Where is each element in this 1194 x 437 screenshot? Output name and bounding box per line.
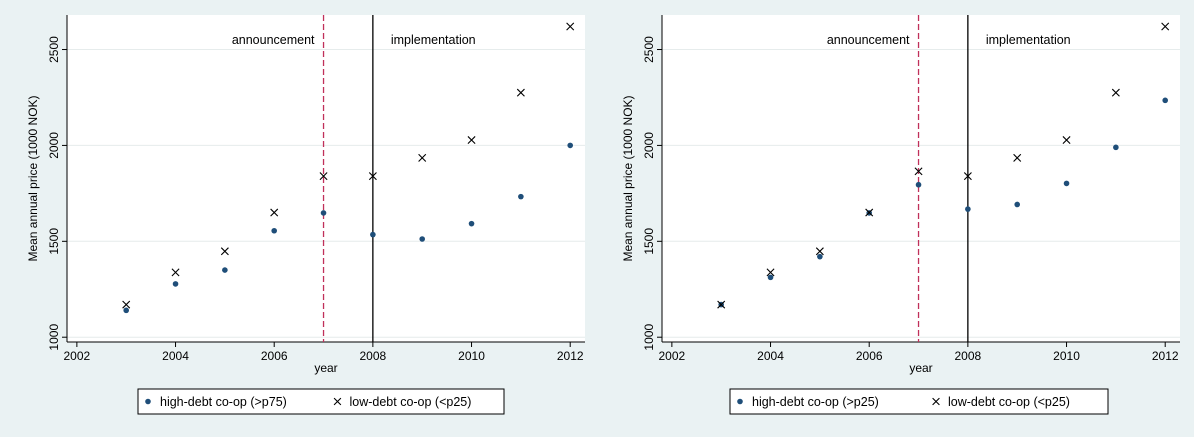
data-point-x — [865, 208, 874, 217]
x-tick-label: 2010 — [458, 349, 485, 363]
data-point-dot — [222, 267, 228, 273]
legend-x-marker — [932, 397, 940, 406]
legend-box — [729, 388, 1109, 415]
data-point-dot — [123, 307, 129, 314]
data-point-x — [815, 247, 824, 256]
data-point-x — [122, 300, 131, 309]
data-point-dot — [271, 227, 278, 234]
data-point-dot — [320, 210, 327, 216]
data-point-x — [270, 208, 279, 217]
data-point-dot — [767, 274, 774, 281]
data-point-dot — [1162, 97, 1168, 104]
data-point-x — [1013, 153, 1022, 162]
x-tick-label: 2010 — [1053, 349, 1080, 363]
data-point-dot — [1113, 144, 1119, 151]
data-point-x — [566, 22, 575, 31]
data-point-x — [467, 136, 476, 145]
y-tick-label: 1500 — [642, 228, 656, 255]
series-1 — [123, 142, 573, 314]
series-2 — [122, 22, 575, 309]
legend-label: low-debt co-op (<p25) — [349, 395, 471, 409]
y-tick-label: 1000 — [642, 324, 656, 351]
y-tick-label: 2000 — [47, 132, 61, 159]
data-point-dot — [965, 206, 971, 212]
legend: high-debt co-op (>p25) low-debt co-op (<p… — [729, 388, 1109, 415]
data-point-dot — [915, 181, 922, 188]
x-tick-label: 2006 — [856, 349, 883, 363]
x-tick-label: 2002 — [64, 349, 91, 363]
data-point-dot — [468, 220, 475, 227]
x-tick-label: 2006 — [261, 349, 288, 363]
x-tick-label: 2004 — [757, 349, 784, 363]
x-tick-label: 2008 — [955, 349, 982, 363]
announcement-label: announcement — [827, 33, 910, 47]
plot-area — [662, 15, 1180, 342]
y-tick-label: 1000 — [47, 324, 61, 351]
y-axis-title: Mean annual price (1000 NOK) — [621, 95, 635, 261]
data-point-dot — [518, 193, 524, 200]
announcement-label: announcement — [232, 33, 315, 47]
x-tick-label: 2002 — [659, 349, 686, 363]
data-point-x — [1161, 22, 1170, 31]
legend-dot-marker — [145, 398, 151, 405]
x-tick-label: 2008 — [360, 349, 387, 363]
data-point-x — [914, 167, 923, 176]
series-2 — [717, 22, 1170, 309]
data-point-dot — [1063, 180, 1070, 187]
legend-label: low-debt co-op (<p25) — [948, 395, 1070, 409]
chart-panel-1: 1000 1500 2000 2500 2002 2004 2006 2008 2010 2012… — [26, 15, 585, 415]
data-point-dot — [172, 281, 179, 287]
data-point-x — [1111, 88, 1120, 97]
data-point-x — [963, 172, 972, 181]
x-tick-label: 2004 — [162, 349, 189, 363]
data-point-x — [418, 153, 427, 162]
legend-x-marker — [333, 397, 342, 406]
implementation-label: implementation — [986, 33, 1071, 47]
y-tick-label: 2500 — [642, 36, 656, 63]
data-point-x — [1062, 136, 1071, 145]
implementation-label: implementation — [391, 33, 476, 47]
data-point-dot — [370, 231, 376, 238]
x-axis-title: year — [314, 361, 337, 375]
data-point-x — [717, 300, 726, 309]
data-point-x — [516, 88, 525, 97]
y-tick-label: 2000 — [642, 132, 656, 159]
data-point-dot — [817, 253, 823, 260]
legend-box — [137, 388, 505, 415]
data-point-dot — [567, 142, 573, 149]
legend-label: high-debt co-op (>p75) — [160, 395, 287, 409]
legend-label: high-debt co-op (>p25) — [752, 395, 879, 409]
data-point-x — [368, 172, 377, 181]
data-point-x — [766, 268, 775, 277]
data-point-x — [220, 247, 229, 256]
data-point-x — [319, 172, 328, 181]
data-point-x — [171, 268, 180, 277]
chart-panel-2: 1000 1500 2000 2500 2002 2004 2006 2008 2010 2012… — [621, 15, 1180, 415]
y-tick-label: 2500 — [47, 36, 61, 63]
data-point-dot — [1014, 201, 1020, 208]
x-tick-label: 2012 — [1152, 349, 1179, 363]
y-tick-label: 1500 — [47, 228, 61, 255]
legend-dot-marker — [737, 398, 743, 405]
legend: high-debt co-op (>p75) low-debt co-op (<p… — [137, 388, 505, 415]
y-axis-title: Mean annual price (1000 NOK) — [26, 95, 40, 261]
x-tick-label: 2012 — [557, 349, 584, 363]
data-point-dot — [419, 236, 426, 242]
x-axis-title: year — [909, 361, 932, 375]
